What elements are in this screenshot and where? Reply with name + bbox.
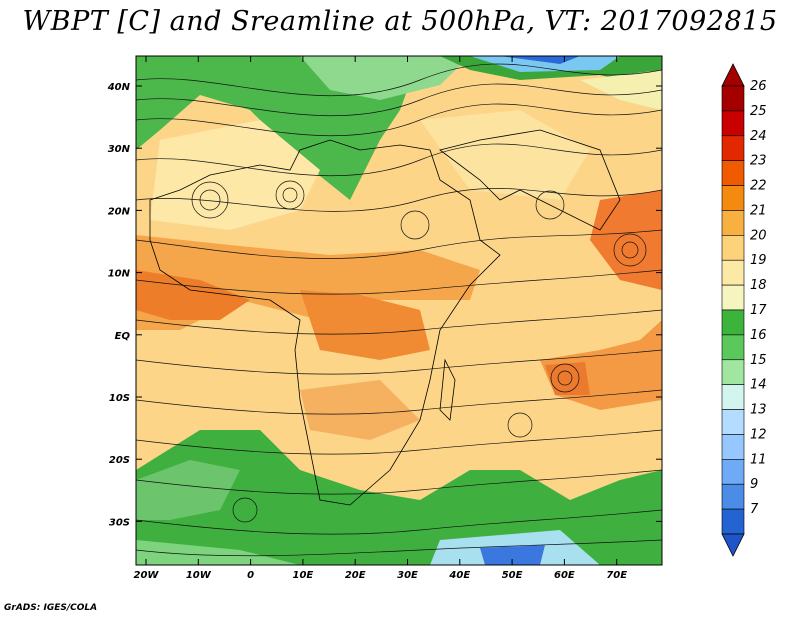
colorbar-label: 16	[750, 328, 767, 343]
colorbar-segment	[721, 110, 745, 137]
colorbar-segment	[721, 85, 745, 112]
credit-label: GrADS: IGES/COLA	[4, 603, 98, 613]
colorbar-label: 18	[750, 278, 767, 293]
colorbar-segment	[721, 384, 745, 410]
colorbar-top-arrow	[721, 63, 745, 87]
lat-tick-label: EQ	[115, 331, 131, 342]
colorbar-label: 15	[750, 353, 767, 368]
colorbar-label: 26	[750, 79, 767, 94]
lon-tick-label: 70E	[606, 570, 627, 581]
colorbar-label: 17	[750, 303, 767, 318]
lat-tick-label: 40N	[107, 82, 131, 93]
colorbar-segment	[721, 309, 745, 336]
colorbar-label: 14	[750, 378, 767, 393]
lon-tick-label: 40E	[448, 570, 470, 581]
colorbar-segment	[721, 135, 745, 161]
map-title: WBPT [C] and Sreamline at 500hPa, VT: 20…	[22, 6, 778, 37]
colorbar-label: 11	[750, 452, 767, 467]
wbpt-field	[136, 56, 662, 565]
longitude-axis: 20W 10W 0 10E 20E 30E 40E 50E 60E 70E	[134, 56, 627, 581]
colorbar-label: 13	[750, 403, 767, 418]
colorbar-segment	[721, 185, 745, 211]
colorbar-label: 24	[750, 129, 767, 144]
colorbar-segment	[721, 259, 745, 286]
map-border	[135, 55, 663, 566]
colorbar-segment	[721, 409, 745, 435]
colorbar-label: 7	[750, 502, 759, 517]
lon-tick-label: 60E	[554, 570, 575, 581]
streamlines	[136, 63, 662, 557]
colorbar-label: 22	[750, 179, 767, 194]
colorbar-segment	[721, 483, 745, 510]
colorbar-segment	[721, 160, 745, 186]
colorbar: 26 25 24 23 22 21 20 19 18 17 16 15 14 13 12 11 9 7	[721, 63, 767, 557]
colorbar-segment	[721, 508, 745, 535]
colorbar-bottom-arrow	[721, 533, 745, 557]
colorbar-label: 25	[750, 104, 767, 119]
colorbar-segment	[721, 434, 745, 460]
lat-tick-label: 20N	[108, 206, 131, 217]
latitude-axis: 40N 30N 20N 10N EQ 10S 20S 30S	[107, 82, 662, 528]
lon-tick-label: 10W	[186, 570, 212, 581]
lat-tick-label: 10S	[109, 393, 130, 404]
colorbar-label: 23	[750, 154, 767, 169]
lon-tick-label: 10E	[293, 570, 314, 581]
coastlines	[149, 129, 621, 506]
colorbar-label: 12	[750, 427, 767, 442]
lat-tick-label: 30S	[109, 517, 130, 528]
colorbar-label: 20	[750, 228, 767, 243]
colorbar-segment	[721, 334, 745, 361]
colorbar-label: 9	[750, 477, 758, 492]
lon-tick-label: 20W	[134, 570, 160, 581]
lon-tick-label: 20E	[345, 570, 366, 581]
colorbar-label: 19	[750, 253, 767, 268]
colorbar-segment	[721, 210, 745, 236]
colorbar-segment	[721, 235, 745, 261]
lat-tick-label: 30N	[108, 144, 131, 155]
lon-tick-label: 50E	[502, 570, 523, 581]
colorbar-segment	[721, 459, 745, 485]
colorbar-segment	[721, 359, 745, 385]
colorbar-segment	[721, 284, 745, 311]
lat-tick-label: 10N	[108, 269, 131, 280]
colorbar-label: 21	[750, 203, 767, 218]
lat-tick-label: 20S	[109, 455, 130, 466]
lon-tick-label: 30E	[397, 570, 418, 581]
lon-tick-label: 0	[247, 570, 254, 581]
